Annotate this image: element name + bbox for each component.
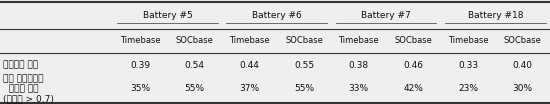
Text: Timebase: Timebase	[229, 36, 270, 45]
Text: SOCbase: SOCbase	[504, 36, 542, 45]
Text: Battery #6: Battery #6	[252, 11, 301, 20]
Text: 0.46: 0.46	[403, 61, 424, 69]
Text: 0.55: 0.55	[294, 61, 314, 69]
Text: 23%: 23%	[458, 84, 478, 93]
Text: 0.44: 0.44	[239, 61, 260, 69]
Text: 절댓값의 평균: 절댓값의 평균	[3, 61, 38, 69]
Text: 42%: 42%	[403, 84, 424, 93]
Text: 55%: 55%	[185, 84, 205, 93]
Text: 33%: 33%	[349, 84, 368, 93]
Text: Timebase: Timebase	[120, 36, 161, 45]
Text: 0.33: 0.33	[458, 61, 478, 69]
Text: 0.39: 0.39	[130, 61, 150, 69]
Text: Timebase: Timebase	[448, 36, 488, 45]
Text: 높은 상관관계를: 높은 상관관계를	[3, 74, 43, 83]
Text: SOCbase: SOCbase	[394, 36, 432, 45]
Text: Battery #18: Battery #18	[468, 11, 523, 20]
Text: 37%: 37%	[239, 84, 260, 93]
Text: Battery #7: Battery #7	[361, 11, 411, 20]
Text: 30%: 30%	[513, 84, 533, 93]
Text: 0.38: 0.38	[349, 61, 368, 69]
Text: 0.40: 0.40	[513, 61, 532, 69]
Text: (절댓값 > 0.7): (절댓값 > 0.7)	[3, 95, 54, 103]
Text: SOCbase: SOCbase	[285, 36, 323, 45]
Text: 35%: 35%	[130, 84, 150, 93]
Text: 0.54: 0.54	[185, 61, 205, 69]
Text: Timebase: Timebase	[338, 36, 379, 45]
Text: 55%: 55%	[294, 84, 314, 93]
Text: Battery #5: Battery #5	[142, 11, 192, 20]
Text: 보이는 비율: 보이는 비율	[3, 84, 38, 93]
Text: SOCbase: SOCbase	[176, 36, 213, 45]
